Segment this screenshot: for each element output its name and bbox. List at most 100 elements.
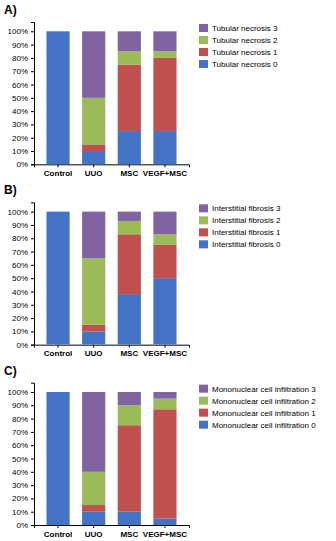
legend-swatch xyxy=(199,60,208,68)
bar xyxy=(46,31,69,32)
x-tick-mark xyxy=(58,164,59,167)
y-tick: 0% xyxy=(16,341,34,350)
y-tick: 20% xyxy=(12,494,34,503)
y-tick-label: 50% xyxy=(12,455,28,464)
y-tick: 60% xyxy=(12,81,34,90)
x-tick-mark xyxy=(129,525,130,528)
bar-series xyxy=(82,212,176,259)
y-tick: 0% xyxy=(16,521,34,530)
panel-title: C) xyxy=(4,364,17,378)
y-tick-mark xyxy=(31,392,34,393)
y-tick: 0% xyxy=(16,160,34,169)
bar xyxy=(82,392,105,472)
legend-swatch xyxy=(199,204,208,212)
plot-area: 0%10%20%30%40%50%60%70%80%90%100%Control… xyxy=(8,23,279,179)
y-tick: 80% xyxy=(12,234,34,243)
y-tick-mark xyxy=(31,291,34,292)
bar xyxy=(153,409,176,518)
y-tick: 100% xyxy=(8,27,34,36)
bar xyxy=(82,98,105,145)
y-tick-mark xyxy=(31,419,34,420)
y-tick-label: 100% xyxy=(8,27,28,36)
legend-label: Tubular necrosis 0 xyxy=(212,60,278,69)
legend-label: Interstitial fibrosis 1 xyxy=(212,228,281,237)
y-tick-mark xyxy=(31,85,34,86)
x-axis-line xyxy=(35,526,190,529)
x-tick-mark xyxy=(58,525,59,528)
bar xyxy=(46,391,69,392)
y-tick-mark xyxy=(31,278,34,279)
legend-label: Tubular necrosis 3 xyxy=(212,24,278,33)
bar xyxy=(153,245,176,278)
y-tick: 40% xyxy=(12,288,34,297)
x-tick: VEGF+MSC xyxy=(143,345,187,359)
legend-label: Mononuclear cell infiltration 3 xyxy=(212,385,316,394)
y-tick-label: 50% xyxy=(12,94,28,103)
legend-item: Interstitial fibrosis 0 xyxy=(199,240,281,249)
y-tick-label: 90% xyxy=(12,401,28,410)
x-tick: UUO xyxy=(85,345,103,359)
y-tick-label: 20% xyxy=(12,494,28,503)
x-tick-mark xyxy=(93,164,94,167)
y-tick: 30% xyxy=(12,301,34,310)
bars xyxy=(46,31,176,164)
y-tick: 100% xyxy=(8,208,34,217)
legend-swatch xyxy=(199,36,208,44)
bar xyxy=(82,212,105,259)
y-tick-mark xyxy=(31,124,34,125)
y-tick: 90% xyxy=(12,221,34,230)
bar xyxy=(153,399,176,410)
y-tick-label: 10% xyxy=(12,508,28,517)
bar xyxy=(82,144,105,151)
y-tick-mark xyxy=(31,151,34,152)
x-tick-label: VEGF+MSC xyxy=(143,169,187,178)
bar xyxy=(153,234,176,245)
bar xyxy=(46,31,69,164)
bar xyxy=(153,131,176,164)
x-tick: MSC xyxy=(120,525,138,539)
y-tick-mark xyxy=(31,71,34,72)
legend-item: Tubular necrosis 0 xyxy=(199,60,278,69)
bar xyxy=(46,391,69,392)
y-tick-label: 60% xyxy=(12,261,28,270)
y-tick-label: 0% xyxy=(16,521,28,530)
bar-series xyxy=(82,31,176,98)
legend-item: Mononuclear cell infiltration 3 xyxy=(199,385,316,394)
y-tick-label: 60% xyxy=(12,81,28,90)
legend-swatch xyxy=(199,48,208,56)
legend-item: Interstitial fibrosis 3 xyxy=(199,204,281,213)
legend-item: Tubular necrosis 1 xyxy=(199,48,278,57)
y-tick: 50% xyxy=(12,274,34,283)
legend-swatch xyxy=(199,421,208,429)
x-axis: ControlUUOMSCVEGF+MSC xyxy=(35,164,190,178)
x-tick: MSC xyxy=(120,345,138,359)
x-tick-mark xyxy=(93,525,94,528)
legend-item: Mononuclear cell infiltration 2 xyxy=(199,397,316,406)
bar xyxy=(118,405,141,425)
y-tick-mark xyxy=(31,525,34,526)
y-tick-mark xyxy=(31,225,34,226)
bar-series xyxy=(46,31,176,164)
y-axis-line xyxy=(31,383,35,525)
bar xyxy=(46,211,69,212)
legend-label: Interstitial fibrosis 0 xyxy=(212,240,281,249)
y-tick: 10% xyxy=(12,508,34,517)
y-tick-mark xyxy=(31,111,34,112)
y-tick-mark xyxy=(31,331,34,332)
y-tick-mark xyxy=(31,498,34,499)
legend-swatch xyxy=(199,385,208,393)
y-tick-label: 10% xyxy=(12,147,28,156)
y-tick: 50% xyxy=(12,455,34,464)
bar xyxy=(82,472,105,505)
x-tick-label: MSC xyxy=(120,349,138,358)
bar xyxy=(118,212,141,221)
bar-series xyxy=(46,392,176,525)
y-tick-label: 30% xyxy=(12,481,28,490)
bar xyxy=(82,258,105,325)
y-tick: 70% xyxy=(12,428,34,437)
y-tick: 60% xyxy=(12,441,34,450)
x-tick: UUO xyxy=(85,525,103,539)
y-tick: 40% xyxy=(12,468,34,477)
figure: A)0%10%20%30%40%50%60%70%80%90%100%Contr… xyxy=(0,0,336,541)
x-tick-label: UUO xyxy=(85,169,103,178)
